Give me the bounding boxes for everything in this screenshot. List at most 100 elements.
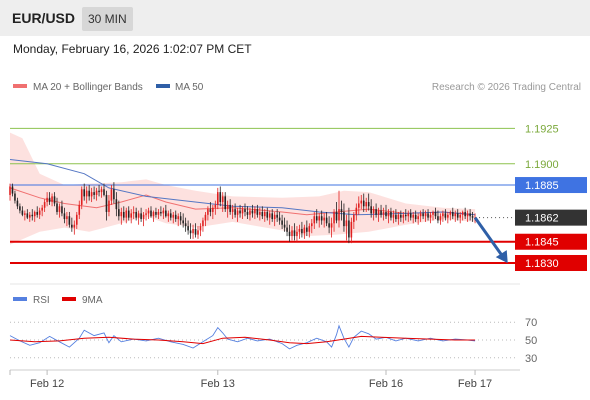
support-label-1.1830: 1.1830 (525, 258, 559, 270)
candle-body (318, 216, 321, 221)
pivot-label-box (515, 177, 587, 194)
candle-body (14, 193, 16, 201)
candle-body (43, 202, 46, 208)
candle-body (113, 189, 115, 200)
time-label-feb-17: Feb 17 (458, 378, 492, 390)
candle-body (422, 213, 424, 217)
candle-body (167, 213, 170, 217)
candle-body (56, 203, 58, 212)
candle-body (31, 214, 34, 217)
time-label-feb-12: Feb 12 (30, 378, 64, 390)
support-label-box (515, 254, 587, 271)
candle-body (24, 213, 26, 215)
rsi-ma-line (9, 335, 476, 345)
candle-body (157, 211, 160, 215)
candle-body (100, 189, 103, 193)
candle-body (298, 228, 301, 232)
candle-body (273, 214, 276, 220)
candle-body (261, 211, 264, 217)
symbol-title: EUR/USD (12, 10, 76, 26)
candle-body (437, 216, 439, 221)
candle-body (189, 230, 192, 234)
candle-body (127, 210, 130, 218)
candle-body (61, 206, 63, 214)
candle-body (286, 227, 288, 232)
candle-body (367, 202, 370, 207)
resistance-label-1.1900: 1.1900 (525, 159, 559, 171)
candle-body (132, 211, 135, 214)
candle-body (345, 220, 348, 227)
candle-body (150, 210, 152, 217)
candle-body (442, 213, 444, 217)
time-label-feb-16: Feb 16 (369, 378, 403, 390)
candle-body (353, 214, 355, 222)
rsi-ma-legend-swatch (62, 297, 76, 301)
timeframe-button[interactable]: 30 MIN (82, 7, 133, 31)
candle-body (308, 226, 311, 232)
candle-body (26, 213, 29, 218)
candle-body (21, 210, 24, 215)
pivot-label-1.1885: 1.1885 (525, 180, 559, 192)
candle-body (306, 227, 308, 232)
candle-body (350, 221, 353, 238)
candle-body (224, 196, 227, 210)
candle-body (234, 209, 236, 215)
candle-body (355, 207, 358, 215)
candle-body (41, 207, 43, 211)
candle-body (105, 194, 108, 212)
candle-body (246, 211, 249, 215)
candle-body (68, 216, 71, 225)
candle-body (118, 209, 120, 217)
candle-body (340, 209, 343, 212)
candle-body (268, 213, 271, 218)
candle-body (449, 211, 452, 215)
candle-body (320, 216, 323, 221)
candle-body (293, 230, 296, 237)
candle-body (53, 196, 56, 204)
candle-body (95, 190, 98, 195)
candle-body (407, 213, 410, 217)
candle-body (303, 227, 306, 234)
candle-body (469, 213, 471, 217)
candle-body (365, 202, 368, 207)
candle-body (434, 211, 437, 217)
candle-body (11, 186, 14, 194)
candle-body (192, 228, 194, 234)
rsi-legend-label: RSI (33, 295, 50, 306)
candle-body (194, 228, 197, 235)
candle-body (315, 216, 318, 221)
candle-body (155, 211, 157, 215)
candle-body (160, 211, 162, 214)
candle-body (254, 209, 256, 214)
candle-body (338, 209, 340, 221)
candle-body (130, 213, 133, 218)
candle-body (120, 211, 123, 217)
candle-body (202, 220, 204, 227)
candle-body (93, 192, 95, 195)
candle-body (236, 210, 239, 215)
candle-body (360, 200, 363, 204)
candle-body (85, 190, 88, 197)
candle-body (108, 200, 110, 212)
candle-body (110, 189, 113, 201)
candle-body (466, 213, 469, 217)
candle-body (241, 209, 244, 214)
candle-body (271, 213, 274, 220)
ma20-line (9, 187, 476, 216)
candle-body (58, 206, 61, 212)
copyright: Research © 2026 Trading Central (432, 82, 581, 93)
rsi-ma-legend-label: 9MA (82, 295, 103, 306)
candle-body (259, 211, 261, 215)
candle-body (370, 206, 372, 214)
candle-body (464, 211, 466, 217)
candle-body (226, 204, 229, 210)
bollinger-band (10, 132, 476, 245)
candle-body (48, 197, 51, 203)
candle-body (38, 210, 41, 215)
candle-body (169, 213, 172, 218)
candle-body (328, 223, 330, 228)
candle-body (325, 217, 328, 224)
candle-body (256, 209, 259, 215)
candle-body (207, 209, 209, 215)
candle-body (88, 190, 90, 197)
